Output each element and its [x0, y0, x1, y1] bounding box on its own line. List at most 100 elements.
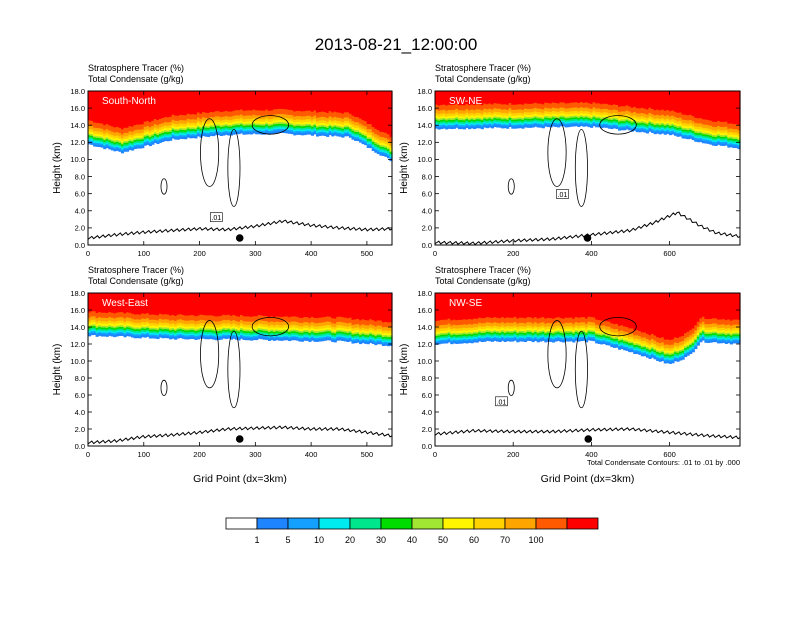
colorbar-box: [288, 518, 319, 529]
y-tick-label: 16.0: [417, 104, 432, 113]
colorbar-label: 5: [285, 535, 290, 545]
title-left: Stratosphere Tracer (%): [88, 63, 184, 73]
contour-shape: [228, 130, 240, 207]
title-left: Stratosphere Tracer (%): [88, 265, 184, 275]
y-tick-label: 0.0: [75, 241, 85, 250]
colorbar-box: [443, 518, 474, 529]
y-axis-label: Height (km): [52, 142, 63, 194]
y-tick-label: 14.0: [417, 323, 432, 332]
panel-label: South-North: [102, 96, 156, 107]
colorbar-box: [567, 518, 598, 529]
y-tick-label: 2.0: [75, 224, 85, 233]
colorbar-label: 40: [407, 535, 417, 545]
x-tick-label: 100: [138, 249, 151, 258]
contour-shape: [575, 130, 587, 207]
contour-label: .01: [497, 399, 507, 406]
y-tick-label: 8.0: [422, 374, 432, 383]
y-tick-label: 8.0: [75, 172, 85, 181]
y-tick-label: 18.0: [417, 87, 432, 96]
y-tick-label: 4.0: [75, 408, 85, 417]
y-axis-label: Height (km): [52, 344, 63, 396]
y-tick-label: 18.0: [70, 289, 85, 298]
y-tick-label: 12.0: [70, 138, 85, 147]
colorbar-label: 1: [254, 535, 259, 545]
y-tick-label: 0.0: [422, 241, 432, 250]
figure-title: 2013-08-21_12:00:00: [315, 35, 478, 54]
y-tick-label: 16.0: [417, 306, 432, 315]
colorbar-label: 100: [528, 535, 543, 545]
y-tick-label: 6.0: [422, 391, 432, 400]
y-tick-label: 4.0: [422, 207, 432, 216]
y-tick-label: 2.0: [422, 224, 432, 233]
location-marker: [236, 234, 244, 242]
y-tick-label: 10.0: [417, 357, 432, 366]
colorbar-box: [536, 518, 567, 529]
x-axis-label: Grid Point (dx=3km): [193, 473, 287, 485]
y-tick-label: 18.0: [70, 87, 85, 96]
colorbar-label: 20: [345, 535, 355, 545]
x-tick-label: 300: [249, 450, 262, 459]
x-tick-label: 600: [663, 249, 676, 258]
contour-shape: [228, 331, 240, 408]
y-tick-label: 6.0: [422, 189, 432, 198]
colorbar-box: [412, 518, 443, 529]
contour-shape: [508, 179, 514, 194]
y-tick-label: 14.0: [70, 323, 85, 332]
colorbar-box: [226, 518, 257, 529]
y-tick-label: 16.0: [70, 306, 85, 315]
y-tick-label: 16.0: [70, 104, 85, 113]
title-left: Stratosphere Tracer (%): [435, 63, 531, 73]
colorbar-label: 30: [376, 535, 386, 545]
y-axis-label: Height (km): [399, 344, 410, 396]
y-tick-label: 12.0: [417, 138, 432, 147]
contour-footnote: Total Condensate Contours: .01 to .01 by…: [587, 458, 740, 467]
y-tick-label: 8.0: [422, 172, 432, 181]
y-tick-label: 18.0: [417, 289, 432, 298]
colorbar-label: 50: [438, 535, 448, 545]
x-tick-label: 200: [193, 249, 206, 258]
panel-label: West-East: [102, 298, 148, 309]
y-tick-label: 2.0: [422, 425, 432, 434]
title-left-2: Total Condensate (g/kg): [435, 74, 531, 84]
x-tick-label: 0: [433, 249, 437, 258]
colorbar-box: [319, 518, 350, 529]
contour-shape: [161, 380, 167, 395]
colorbar-label: 60: [469, 535, 479, 545]
y-tick-label: 6.0: [75, 391, 85, 400]
x-axis-label: Grid Point (dx=3km): [541, 473, 635, 485]
panel-label: SW-NE: [449, 96, 482, 107]
x-tick-label: 200: [507, 450, 520, 459]
y-tick-label: 0.0: [422, 442, 432, 451]
x-tick-label: 0: [86, 249, 90, 258]
colorbar-box: [257, 518, 288, 529]
y-tick-label: 8.0: [75, 374, 85, 383]
y-tick-label: 2.0: [75, 425, 85, 434]
title-left-2: Total Condensate (g/kg): [88, 276, 184, 286]
y-tick-label: 0.0: [75, 442, 85, 451]
y-tick-label: 14.0: [70, 121, 85, 130]
colorbar-box: [381, 518, 412, 529]
y-tick-label: 4.0: [75, 207, 85, 216]
x-tick-label: 100: [138, 450, 151, 459]
panel-label: NW-SE: [449, 298, 482, 309]
colorbar-box: [505, 518, 536, 529]
y-tick-label: 10.0: [70, 155, 85, 164]
title-left-2: Total Condensate (g/kg): [88, 74, 184, 84]
contour-shape: [575, 331, 587, 408]
colorbar-label: 70: [500, 535, 510, 545]
x-tick-label: 300: [249, 249, 262, 258]
x-tick-label: 400: [305, 450, 318, 459]
contour-label: .01: [211, 215, 221, 222]
colorbar-label: 10: [314, 535, 324, 545]
title-left-2: Total Condensate (g/kg): [435, 276, 531, 286]
colorbar-box: [350, 518, 381, 529]
x-tick-label: 0: [86, 450, 90, 459]
y-axis-label: Height (km): [399, 142, 410, 194]
contour-label: .01: [558, 192, 568, 199]
x-tick-label: 200: [507, 249, 520, 258]
colorbar-box: [474, 518, 505, 529]
